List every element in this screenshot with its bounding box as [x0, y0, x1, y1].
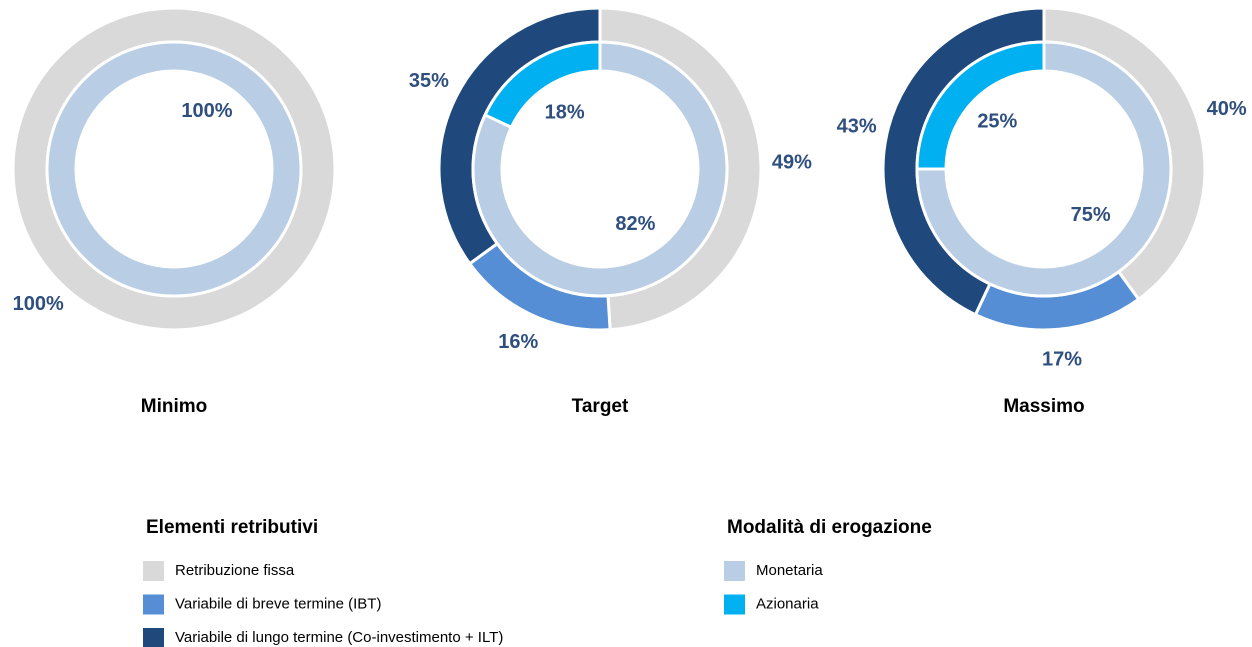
legend-label: Monetaria [756, 562, 823, 579]
value-label: 25% [977, 111, 1017, 133]
value-label: 16% [498, 331, 538, 353]
chart-title: Minimo [141, 396, 208, 417]
chart-title: Massimo [1003, 396, 1084, 417]
legend-label: Azionaria [756, 595, 819, 612]
value-label: 18% [545, 102, 585, 124]
inner-segment [483, 40, 602, 130]
value-label: 40% [1207, 98, 1247, 120]
legend-swatch [724, 594, 745, 615]
value-label: 100% [181, 100, 232, 122]
inner-segment [471, 40, 729, 298]
value-label: 43% [837, 115, 877, 137]
legend-swatch [143, 561, 164, 581]
value-label: 49% [772, 151, 812, 173]
inner-segment [915, 40, 1173, 298]
legend-swatch [724, 561, 745, 581]
legend-swatch [143, 594, 164, 615]
value-label: 75% [1071, 204, 1111, 226]
legend-label: Variabile di breve termine (IBT) [175, 595, 381, 612]
inner-segment [915, 40, 1046, 171]
value-label: 17% [1042, 348, 1082, 370]
value-label: 100% [13, 293, 64, 315]
legend-title: Modalità di erogazione [727, 517, 932, 538]
legend-title: Elementi retributivi [146, 517, 318, 538]
legend-swatch [143, 628, 164, 647]
value-label: 35% [409, 70, 449, 92]
legend-label: Retribuzione fissa [175, 562, 295, 579]
chart-title: Target [572, 396, 629, 417]
inner-segment [45, 40, 303, 298]
value-label: 82% [615, 213, 655, 235]
legend-label: Variabile di lungo termine (Co-investime… [175, 629, 503, 646]
